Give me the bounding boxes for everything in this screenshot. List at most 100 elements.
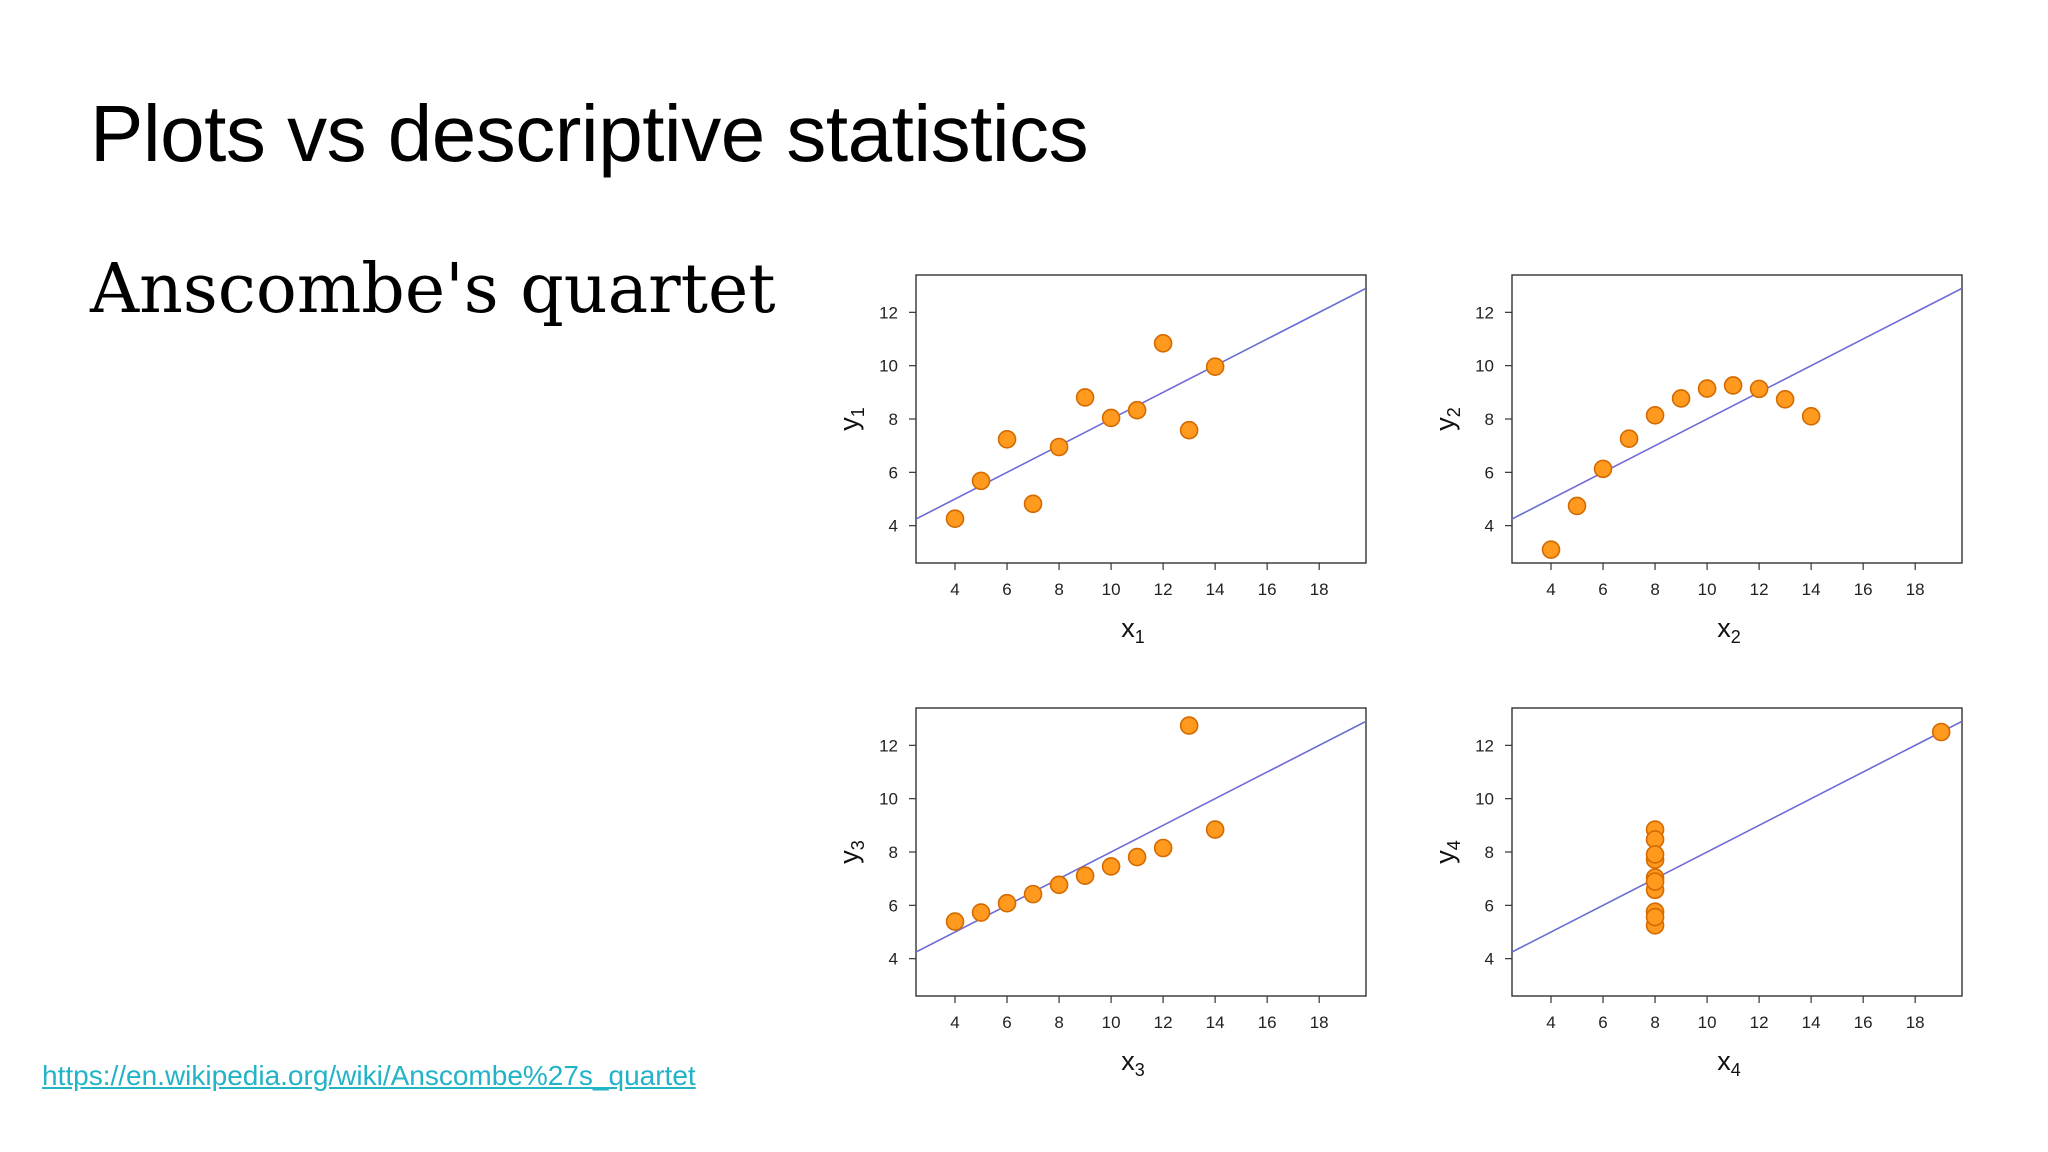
x-tick-label: 16 — [1258, 1013, 1277, 1032]
x-tick-label: 6 — [1002, 580, 1011, 599]
scatter-panel-1: 4 6 8 10 12 14 16 18 4 6 8 10 12 x1 y1 — [834, 274, 1367, 647]
y-tick-label: 6 — [1485, 463, 1494, 482]
y-axis-label: y1 — [834, 407, 868, 431]
regression-line — [916, 720, 1366, 953]
data-point — [1101, 408, 1121, 428]
data-point — [1645, 845, 1665, 864]
data-point — [1541, 540, 1561, 559]
x-axis-label: x1 — [1121, 613, 1145, 647]
scatter-panel-2: 4 6 8 10 12 14 16 18 4 6 8 10 12 x2 y2 — [1430, 274, 1963, 647]
y-tick-label: 8 — [1485, 410, 1494, 429]
x-tick-label: 14 — [1802, 1013, 1821, 1032]
plot-frame — [1511, 707, 1963, 997]
y-tick-label: 10 — [1475, 357, 1494, 376]
y-tick-label: 8 — [889, 843, 898, 862]
data-point — [1801, 407, 1821, 426]
data-point — [1619, 429, 1639, 449]
data-point — [1153, 333, 1173, 353]
y-axis-label: y4 — [1430, 840, 1464, 864]
x-axis-label: x2 — [1717, 613, 1741, 647]
data-point — [1645, 405, 1665, 425]
x-tick-label: 18 — [1906, 1013, 1925, 1032]
data-point — [1775, 389, 1795, 409]
x-tick-label: 12 — [1154, 1013, 1173, 1032]
data-point — [997, 893, 1017, 913]
data-point — [1153, 838, 1173, 858]
y-tick-label: 6 — [889, 463, 898, 482]
plot-frame — [915, 274, 1367, 564]
x-tick-label: 18 — [1310, 1013, 1329, 1032]
x-tick-label: 16 — [1258, 580, 1277, 599]
x-tick-label: 18 — [1906, 580, 1925, 599]
data-point — [1645, 872, 1665, 891]
y-axis-label: y2 — [1430, 407, 1464, 431]
y-tick-label: 4 — [889, 517, 898, 536]
data-point — [1101, 857, 1121, 876]
x-tick-label: 14 — [1206, 1013, 1225, 1032]
data-point — [1567, 496, 1587, 516]
y-tick-label: 10 — [1475, 790, 1494, 809]
data-point — [1179, 420, 1199, 440]
y-tick-label: 8 — [889, 410, 898, 429]
x-tick-label: 6 — [1598, 580, 1607, 599]
y-tick-label: 12 — [1475, 736, 1494, 755]
x-axis-label: x3 — [1121, 1046, 1145, 1080]
x-tick-label: 8 — [1054, 580, 1063, 599]
x-tick-label: 4 — [1546, 1013, 1555, 1032]
x-tick-label: 6 — [1598, 1013, 1607, 1032]
y-axis-label: y3 — [834, 840, 868, 864]
x-tick-label: 4 — [1546, 580, 1555, 599]
data-point — [1205, 357, 1225, 377]
data-point — [1023, 494, 1043, 514]
data-point — [1671, 389, 1691, 408]
data-point — [1593, 459, 1613, 479]
data-point — [1749, 379, 1769, 399]
x-tick-label: 8 — [1650, 1013, 1659, 1032]
y-tick-label: 12 — [879, 736, 898, 755]
data-point — [1049, 875, 1069, 895]
regression-line — [1512, 287, 1962, 520]
plot-frame — [1511, 274, 1963, 564]
y-tick-label: 10 — [879, 357, 898, 376]
x-tick-label: 10 — [1698, 580, 1717, 599]
y-tick-label: 6 — [889, 896, 898, 915]
data-point — [945, 509, 965, 529]
data-point — [1931, 722, 1951, 742]
x-tick-label: 12 — [1154, 580, 1173, 599]
data-point — [1127, 847, 1147, 867]
data-point — [1205, 820, 1225, 839]
data-point — [1127, 400, 1147, 420]
data-point — [971, 903, 991, 922]
data-point — [1179, 716, 1199, 735]
data-point — [1075, 866, 1095, 886]
x-tick-label: 10 — [1102, 580, 1121, 599]
y-tick-label: 12 — [879, 303, 898, 322]
x-axis-label: x4 — [1717, 1046, 1741, 1080]
data-point — [1049, 437, 1069, 457]
scatter-panel-3: 4 6 8 10 12 14 16 18 4 6 8 10 12 x3 y3 — [834, 707, 1367, 1080]
data-point — [1723, 376, 1743, 395]
x-tick-label: 16 — [1854, 1013, 1873, 1032]
y-tick-label: 4 — [1485, 950, 1494, 969]
x-tick-label: 18 — [1310, 580, 1329, 599]
data-point — [997, 429, 1017, 449]
x-tick-label: 8 — [1650, 580, 1659, 599]
data-point — [1697, 379, 1717, 398]
x-tick-label: 10 — [1102, 1013, 1121, 1032]
x-tick-label: 12 — [1750, 580, 1769, 599]
data-point — [971, 471, 991, 491]
data-point — [1075, 388, 1095, 407]
x-tick-label: 4 — [950, 1013, 959, 1032]
slide-title: Plots vs descriptive statistics — [90, 89, 1089, 178]
x-tick-label: 10 — [1698, 1013, 1717, 1032]
y-tick-label: 6 — [1485, 896, 1494, 915]
x-tick-label: 14 — [1206, 580, 1225, 599]
scatter-panel-4: 4 6 8 10 12 14 16 18 4 6 8 10 12 x4 y4 — [1430, 707, 1963, 1080]
data-point — [1645, 907, 1665, 927]
slide-subtitle: Anscombe's quartet — [90, 250, 776, 329]
regression-line — [1512, 720, 1962, 953]
y-tick-label: 8 — [1485, 843, 1494, 862]
x-tick-label: 16 — [1854, 580, 1873, 599]
y-tick-label: 4 — [889, 950, 898, 969]
source-link[interactable]: https://en.wikipedia.org/wiki/Anscombe%2… — [42, 1060, 696, 1091]
